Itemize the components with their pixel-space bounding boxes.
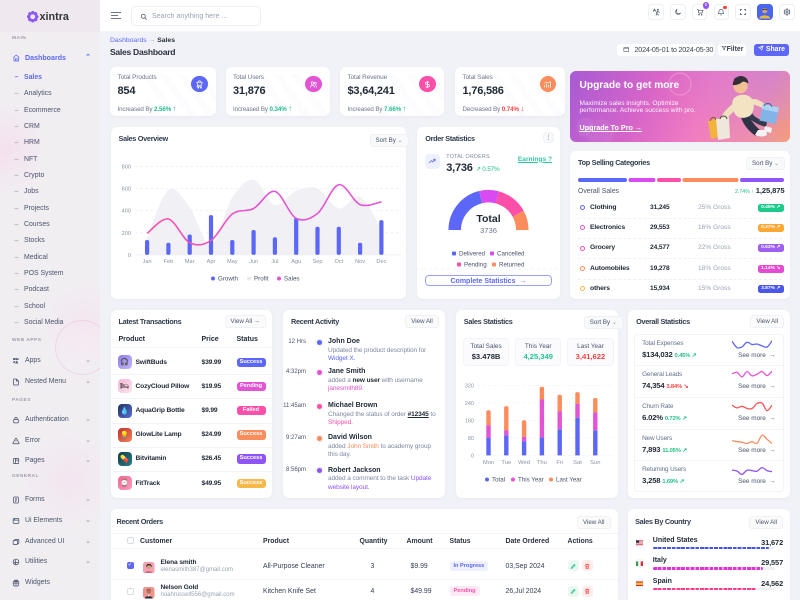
svg-text:Sat: Sat [573,459,582,465]
svg-text:Sep: Sep [312,258,322,264]
svg-text:Returned: Returned [499,261,525,268]
svg-text:Wed: Wed [518,459,530,465]
svg-text:600: 600 [121,186,130,192]
svg-text:Total: Total [477,213,501,224]
svg-text:Mar: Mar [184,258,194,264]
svg-text:80: 80 [468,435,474,441]
svg-text:Dec: Dec [376,258,386,264]
svg-text:May: May [227,258,238,264]
svg-text:0: 0 [471,453,474,459]
svg-text:Apr: Apr [206,258,215,264]
svg-text:Oct: Oct [334,258,343,264]
svg-text:Nov: Nov [355,258,365,264]
svg-text:Fri: Fri [556,459,563,465]
svg-text:Jan: Jan [142,258,151,264]
svg-text:Agu: Agu [291,258,301,264]
svg-text:Last Year: Last Year [556,476,582,483]
svg-text:Thu: Thu [537,459,547,465]
svg-text:160: 160 [465,418,474,424]
svg-text:400: 400 [121,208,130,214]
svg-text:Tue: Tue [501,459,511,465]
svg-text:Profit: Profit [254,275,269,282]
svg-text:Feb: Feb [163,258,173,264]
svg-text:Jul: Jul [271,258,278,264]
svg-text:Sun: Sun [590,459,600,465]
svg-text:Cancelled: Cancelled [497,250,525,257]
svg-text:Growth: Growth [218,275,239,282]
svg-text:320: 320 [465,383,474,389]
svg-text:Delivered: Delivered [459,250,486,257]
svg-text:800: 800 [121,164,130,170]
svg-text:Total: Total [492,476,505,483]
svg-text:Pending: Pending [464,261,487,268]
svg-text:3736: 3736 [480,225,497,234]
svg-text:Jun: Jun [249,258,258,264]
svg-text:240: 240 [465,400,474,406]
svg-text:0: 0 [127,252,130,258]
svg-text:Sales: Sales [284,275,299,282]
svg-text:Mon: Mon [483,459,494,465]
svg-text:200: 200 [121,230,130,236]
svg-text:This Year: This Year [518,476,544,483]
